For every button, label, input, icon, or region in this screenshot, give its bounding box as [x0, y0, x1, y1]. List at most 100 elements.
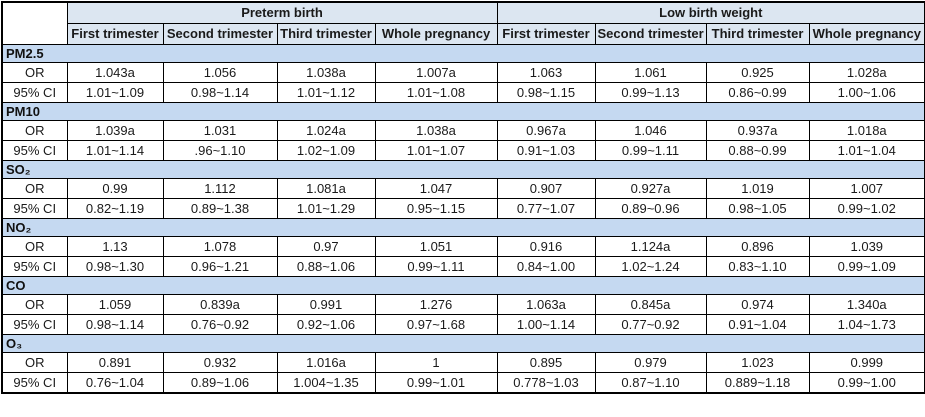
or-value: 0.895 — [496, 351, 596, 373]
or-value: 0.907 — [496, 177, 596, 199]
ci-value: 0.98~1.14 — [162, 81, 278, 103]
or-value: 1.061 — [594, 61, 707, 83]
or-value: 0.99 — [66, 177, 164, 199]
or-row-pm25: OR 1.043a 1.056 1.038a 1.007a 1.063 1.06… — [1, 61, 925, 83]
pollutant-band-no2: NO₂ — [0, 217, 925, 237]
ci-row-pm10: 95% CI 1.01~1.14 .96~1.10 1.02~1.09 1.01… — [1, 139, 925, 161]
or-value: 1.039a — [66, 119, 164, 141]
ci-value: 0.76~1.04 — [66, 371, 164, 394]
or-value: 1.024a — [276, 119, 376, 141]
ci-value: 0.77~0.92 — [594, 313, 707, 335]
row-label-ci: 95% CI — [1, 139, 68, 161]
or-value: 1.038a — [374, 119, 498, 141]
or-value: 1 — [374, 351, 498, 373]
outcome-header-row: Preterm birth Low birth weight — [1, 1, 925, 45]
pollutant-outcome-table: Preterm birth Low birth weight First tri… — [0, 1, 925, 394]
or-value: 1.007 — [808, 177, 925, 199]
pollutant-label: PM10 — [0, 101, 925, 121]
col-header-pt-whole-pregnancy: Whole pregnancy — [374, 22, 498, 45]
ci-value: 0.99~1.01 — [374, 371, 498, 394]
trimester-header-row: First trimester Second trimester Third t… — [2, 22, 925, 45]
ci-value: 1.01~1.09 — [66, 81, 164, 103]
ci-value: 1.04~1.73 — [808, 313, 925, 335]
ci-value: 0.91~1.04 — [705, 313, 810, 335]
ci-value: 0.99~1.02 — [808, 197, 925, 219]
or-value: 1.023 — [705, 351, 810, 373]
ci-value: 0.99~1.09 — [808, 255, 925, 277]
col-header-pt-second-trimester: Second trimester — [162, 22, 278, 45]
row-label-or: OR — [1, 61, 68, 83]
or-value: 1.059 — [66, 293, 164, 315]
or-value: 0.974 — [705, 293, 810, 315]
ci-value: 0.88~0.99 — [705, 139, 810, 161]
or-value: 1.063a — [496, 293, 596, 315]
or-value: 1.016a — [276, 351, 376, 373]
or-value: 0.891 — [66, 351, 164, 373]
or-value: 1.056 — [162, 61, 278, 83]
or-value: 1.340a — [808, 293, 925, 315]
or-value: 1.031 — [162, 119, 278, 141]
ci-value: 0.98~1.14 — [66, 313, 164, 335]
or-value: 0.97 — [276, 235, 376, 257]
ci-value: 0.88~1.06 — [276, 255, 376, 277]
col-header-pt-first-trimester: First trimester — [66, 22, 164, 45]
ci-value: 0.92~1.06 — [276, 313, 376, 335]
header-preterm-birth: Preterm birth — [66, 1, 498, 24]
or-value: 0.845a — [594, 293, 707, 315]
ci-row-co: 95% CI 0.98~1.14 0.76~0.92 0.92~1.06 0.9… — [1, 313, 925, 335]
ci-value: 0.83~1.10 — [705, 255, 810, 277]
ci-value: 0.84~1.00 — [496, 255, 596, 277]
or-value: 1.047 — [374, 177, 498, 199]
ci-value: 0.778~1.03 — [496, 371, 596, 394]
ci-value: 0.96~1.21 — [162, 255, 278, 277]
pollutant-band-o3: O₃ — [0, 333, 925, 353]
ci-value: 1.01~1.29 — [276, 197, 376, 219]
ci-value: 1.02~1.24 — [594, 255, 707, 277]
or-value: 0.839a — [162, 293, 278, 315]
or-value: 1.063 — [496, 61, 596, 83]
ci-value: 1.01~1.04 — [808, 139, 925, 161]
ci-value: 1.00~1.14 — [496, 313, 596, 335]
or-row-so2: OR 0.99 1.112 1.081a 1.047 0.907 0.927a … — [1, 177, 925, 199]
pollutant-label: PM2.5 — [0, 43, 925, 63]
or-value: 0.967a — [496, 119, 596, 141]
ci-row-no2: 95% CI 0.98~1.30 0.96~1.21 0.88~1.06 0.9… — [1, 255, 925, 277]
pollutant-label: CO — [0, 275, 925, 295]
or-value: 0.979 — [594, 351, 707, 373]
ci-value: 0.89~0.96 — [594, 197, 707, 219]
ci-value: 1.00~1.06 — [808, 81, 925, 103]
or-value: 1.043a — [66, 61, 164, 83]
col-header-lbw-second-trimester: Second trimester — [594, 22, 707, 45]
or-value: 1.018a — [808, 119, 925, 141]
row-label-or: OR — [1, 177, 68, 199]
or-value: 0.991 — [276, 293, 376, 315]
ci-value: 0.98~1.30 — [66, 255, 164, 277]
or-value: 1.019 — [705, 177, 810, 199]
row-label-or: OR — [1, 235, 68, 257]
or-value: 1.007a — [374, 61, 498, 83]
ci-value: 1.01~1.07 — [374, 139, 498, 161]
or-value: 0.932 — [162, 351, 278, 373]
col-header-pt-third-trimester: Third trimester — [276, 22, 376, 45]
or-value: 0.999 — [808, 351, 925, 373]
or-value: 1.124a — [594, 235, 707, 257]
or-row-o3: OR 0.891 0.932 1.016a 1 0.895 0.979 1.02… — [1, 351, 925, 373]
pollutant-label: NO₂ — [0, 217, 925, 237]
or-value: 1.078 — [162, 235, 278, 257]
row-label-ci: 95% CI — [1, 313, 68, 335]
ci-value: 1.01~1.08 — [374, 81, 498, 103]
or-value: 1.276 — [374, 293, 498, 315]
ci-value: 0.99~1.11 — [374, 255, 498, 277]
ci-row-o3: 95% CI 0.76~1.04 0.89~1.06 1.004~1.35 0.… — [1, 371, 925, 394]
pollutant-band-so2: SO₂ — [0, 159, 925, 179]
or-value: 1.051 — [374, 235, 498, 257]
or-value: 1.046 — [594, 119, 707, 141]
pollutant-band-co: CO — [0, 275, 925, 295]
ci-value: 0.87~1.10 — [594, 371, 707, 394]
row-label-ci: 95% CI — [1, 371, 68, 394]
row-label-or: OR — [1, 119, 68, 141]
ci-row-so2: 95% CI 0.82~1.19 0.89~1.38 1.01~1.29 0.9… — [1, 197, 925, 219]
ci-value: 1.01~1.14 — [66, 139, 164, 161]
or-value: 1.081a — [276, 177, 376, 199]
